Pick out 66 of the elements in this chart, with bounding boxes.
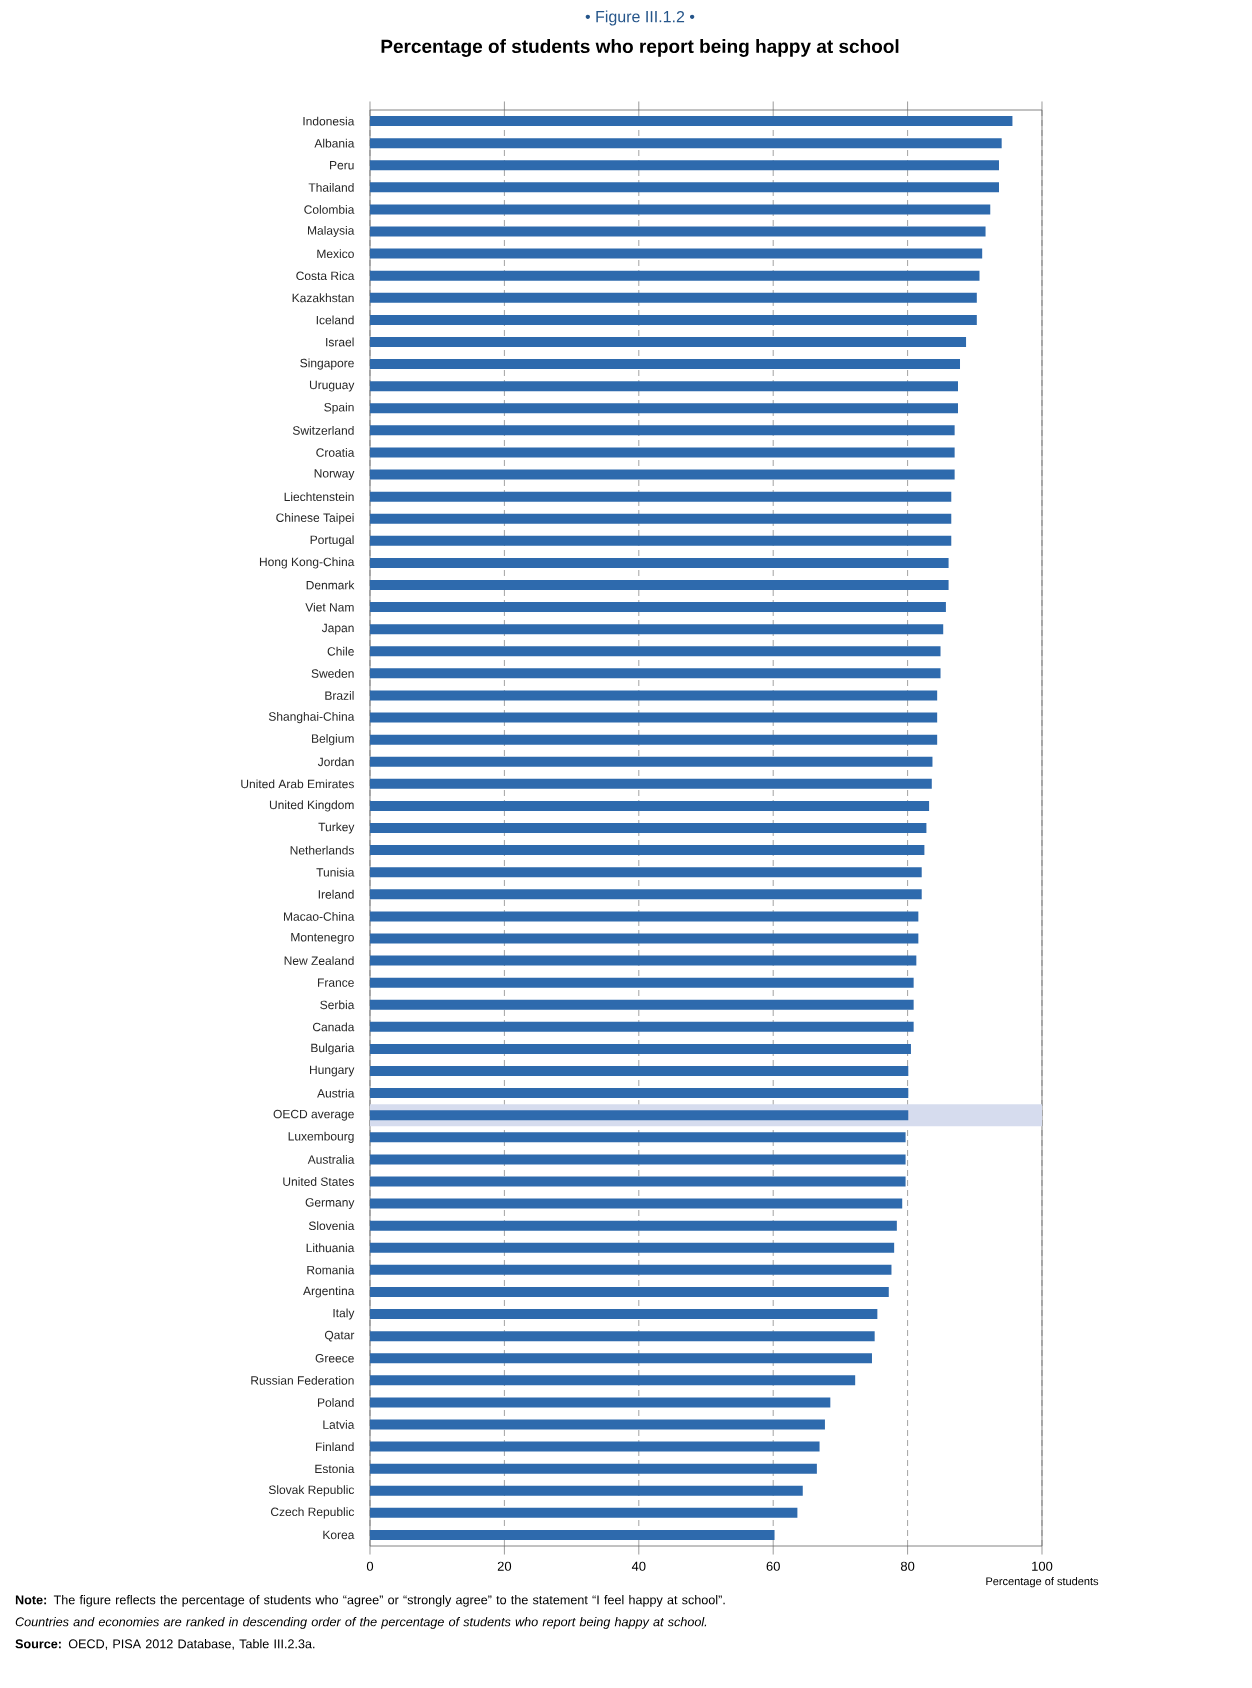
- bar: [370, 1286, 889, 1297]
- bar: [370, 1066, 909, 1077]
- bar: [370, 1529, 775, 1540]
- bar: [370, 778, 932, 789]
- bar: [370, 889, 922, 900]
- bar: [370, 1088, 909, 1099]
- bar: [370, 1309, 878, 1320]
- bar: [370, 1419, 826, 1430]
- bar: [370, 1264, 892, 1275]
- bar: [370, 138, 1002, 149]
- bar: [370, 1220, 897, 1231]
- bar: [370, 403, 959, 414]
- bar: [370, 800, 930, 811]
- bar: [370, 314, 977, 325]
- bar: [370, 336, 967, 347]
- bar: [370, 1176, 906, 1187]
- bar: [370, 270, 980, 281]
- bar: [370, 977, 914, 988]
- bar: [370, 690, 938, 701]
- bar: [370, 823, 927, 834]
- bar: [370, 999, 914, 1010]
- bar: [370, 1507, 798, 1518]
- bar: [370, 845, 925, 856]
- bar: [370, 292, 977, 303]
- bar: [370, 182, 1000, 193]
- bar: [370, 867, 922, 878]
- bar: [370, 1397, 831, 1408]
- chart-title: Percentage of students who report being happy at school: [381, 39, 899, 57]
- bar: [370, 668, 941, 679]
- bar: [370, 933, 919, 944]
- bar: [370, 1353, 873, 1364]
- bar: [370, 1485, 803, 1496]
- bar: [370, 226, 986, 237]
- bar: [370, 1375, 856, 1386]
- bar: [370, 491, 952, 502]
- bar: [370, 624, 944, 635]
- bar: [370, 447, 955, 458]
- bar: [370, 116, 1013, 127]
- bar: [370, 1463, 817, 1474]
- bar: [370, 955, 917, 966]
- bar: [370, 469, 955, 480]
- bar: [370, 911, 919, 922]
- bar: [370, 160, 1000, 171]
- chart-subtitle: • Figure III.1.2 •: [585, 10, 695, 26]
- bar: [370, 204, 991, 215]
- bar: [370, 1198, 903, 1209]
- bar: [370, 1154, 906, 1165]
- bar: [370, 425, 955, 436]
- bar: [370, 1331, 875, 1342]
- bar: [370, 381, 959, 392]
- bar: [370, 602, 947, 613]
- bar: [370, 734, 938, 745]
- bar: [370, 712, 938, 723]
- bar: [370, 535, 952, 546]
- bar: [370, 1132, 906, 1143]
- bar: [370, 1043, 912, 1054]
- bar: [370, 248, 983, 259]
- bar: [370, 646, 941, 657]
- bar: [370, 756, 933, 767]
- bar: [370, 513, 952, 524]
- bar: [370, 359, 961, 370]
- bar: [370, 1441, 820, 1452]
- bar: [370, 1021, 914, 1032]
- bar: [370, 1242, 895, 1253]
- bar: [370, 580, 949, 590]
- bar: [370, 557, 949, 568]
